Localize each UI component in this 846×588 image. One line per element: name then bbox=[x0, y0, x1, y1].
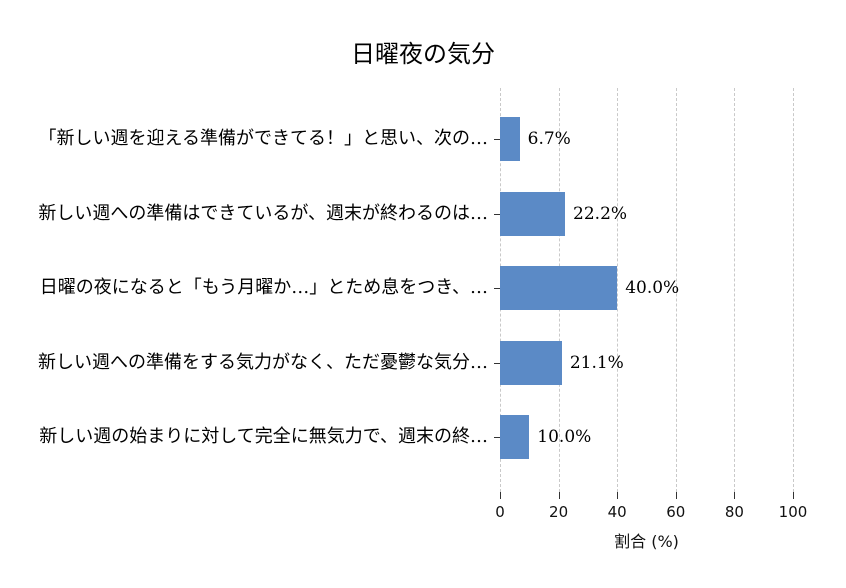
y-tick bbox=[494, 213, 500, 215]
category-label: 「新しい週を迎える準備ができてる！」と思い、次の… bbox=[38, 128, 488, 149]
value-label: 40.0% bbox=[625, 278, 680, 298]
value-label: 6.7% bbox=[527, 129, 571, 149]
x-axis-label: 割合 (%) bbox=[614, 532, 679, 551]
gridline bbox=[734, 88, 736, 492]
y-tick bbox=[494, 288, 500, 289]
value-label: 22.2% bbox=[573, 203, 628, 224]
y-tick bbox=[494, 437, 500, 438]
bar bbox=[500, 415, 530, 459]
y-tick bbox=[494, 139, 500, 140]
x-tick-label: 80 bbox=[724, 503, 744, 521]
bar bbox=[500, 117, 520, 161]
y-tick bbox=[494, 362, 500, 364]
category-label: 新しい週への準備をする気力がなく、ただ憂鬱な気分… bbox=[38, 351, 488, 373]
x-tick bbox=[617, 492, 619, 499]
value-label: 10.0% bbox=[537, 427, 592, 447]
bar bbox=[500, 191, 566, 236]
x-tick-label: 60 bbox=[666, 503, 686, 521]
x-tick bbox=[500, 492, 501, 499]
category-label: 新しい週への準備はできているが、週末が終わるのは… bbox=[38, 202, 488, 224]
category-label: 新しい週の始まりに対して完全に無気力で、週末の終… bbox=[39, 426, 488, 447]
gridline bbox=[793, 88, 794, 492]
x-tick bbox=[793, 492, 794, 499]
bar bbox=[500, 266, 618, 310]
gridline bbox=[617, 88, 619, 492]
x-tick-label: 20 bbox=[549, 503, 569, 521]
gridline bbox=[675, 88, 677, 492]
category-label: 日曜の夜になると「もう月曜か…」とため息をつき、… bbox=[39, 277, 488, 298]
x-tick-label: 100 bbox=[778, 503, 808, 521]
x-tick-label: 0 bbox=[495, 503, 505, 521]
chart-title: 日曜夜の気分 bbox=[351, 40, 495, 68]
value-label: 21.1% bbox=[569, 352, 624, 373]
x-tick bbox=[558, 492, 560, 499]
bar bbox=[500, 340, 562, 385]
x-tick bbox=[675, 492, 677, 499]
x-tick bbox=[734, 492, 736, 499]
x-tick-label: 40 bbox=[607, 503, 627, 521]
